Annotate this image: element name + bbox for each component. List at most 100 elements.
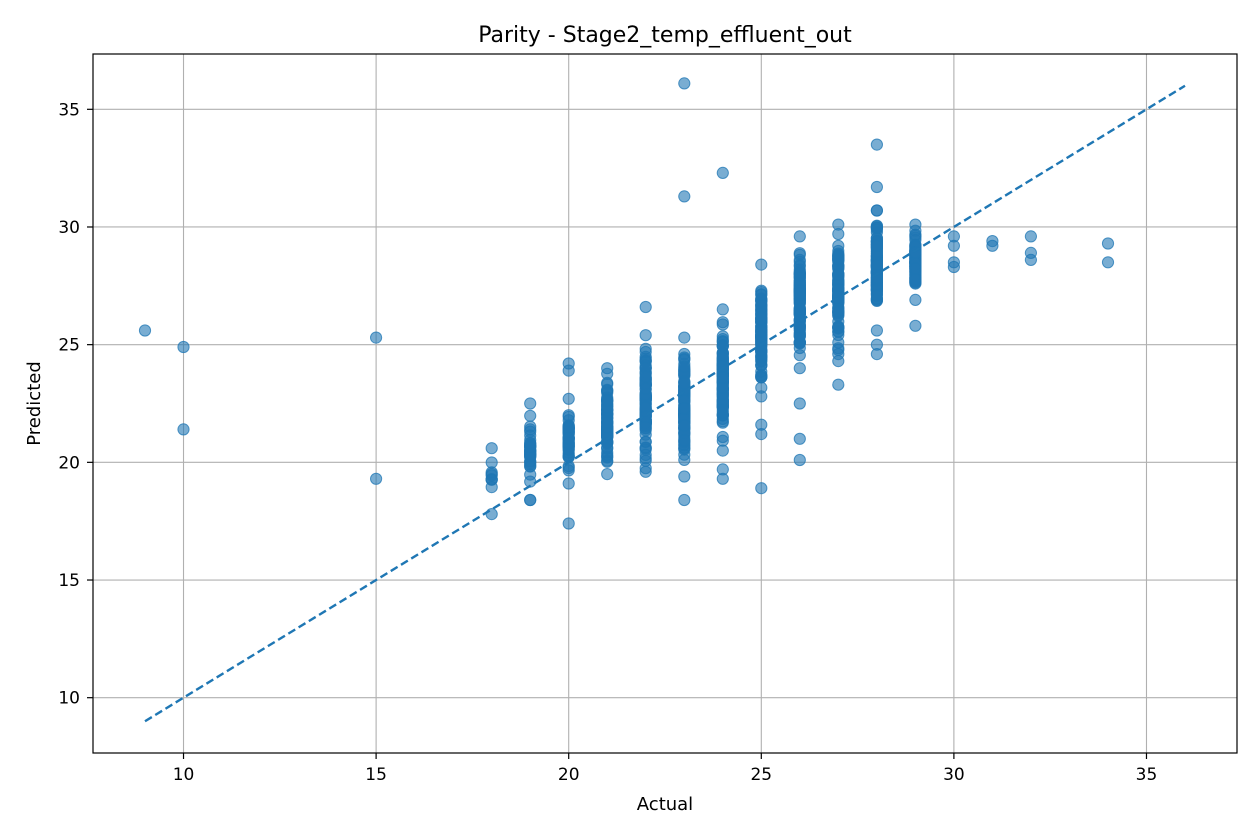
- plot-frame: [92, 53, 1238, 754]
- x-tick-label: 30: [943, 765, 965, 785]
- data-point: [716, 371, 729, 384]
- data-point: [716, 316, 729, 329]
- data-point: [678, 331, 691, 344]
- data-point: [562, 392, 575, 405]
- data-point: [755, 428, 768, 441]
- data-point: [601, 394, 614, 407]
- y-tick-label: 30: [58, 218, 80, 238]
- x-tick-label: 15: [365, 765, 387, 785]
- data-point: [524, 468, 537, 481]
- data-point: [601, 468, 614, 481]
- data-point: [755, 325, 768, 338]
- data-point: [832, 378, 845, 391]
- data-point: [177, 423, 190, 436]
- y-tick-label: 20: [58, 453, 80, 473]
- data-point: [909, 228, 922, 241]
- data-point: [1024, 253, 1038, 266]
- data-point: [870, 138, 884, 151]
- data-point: [793, 321, 806, 334]
- data-point: [832, 268, 845, 281]
- data-point: [639, 462, 652, 475]
- data-point: [909, 262, 922, 275]
- data-point: [986, 239, 999, 252]
- data-point: [832, 348, 845, 361]
- data-point: [601, 416, 614, 429]
- data-point: [870, 348, 884, 361]
- data-point: [947, 260, 961, 274]
- grid-lines: [93, 54, 1237, 753]
- data-point: [716, 381, 729, 394]
- data-point: [639, 382, 652, 395]
- x-tick-label: 10: [173, 765, 195, 785]
- data-point: [524, 397, 537, 410]
- data-point: [562, 477, 575, 490]
- data-point: [1024, 230, 1038, 243]
- data-point: [755, 371, 768, 384]
- data-point: [793, 266, 806, 279]
- data-point: [138, 324, 152, 337]
- data-point: [678, 377, 691, 390]
- reference-line-group: [144, 84, 1186, 723]
- data-point: [793, 432, 806, 445]
- data-point: [870, 324, 884, 337]
- data-point: [639, 345, 652, 359]
- data-point: [793, 453, 806, 467]
- data-point: [639, 448, 652, 461]
- data-point: [678, 77, 691, 90]
- data-point: [793, 230, 806, 243]
- data-point: [1101, 256, 1115, 269]
- data-point: [678, 470, 691, 483]
- data-point: [639, 370, 652, 383]
- data-point: [639, 329, 652, 342]
- data-point: [870, 258, 884, 271]
- data-point: [678, 453, 691, 466]
- data-point: [909, 293, 922, 306]
- data-point: [678, 402, 691, 415]
- data-point: [793, 303, 806, 316]
- data-point: [755, 358, 768, 371]
- data-point: [909, 273, 922, 286]
- data-point: [1101, 237, 1115, 250]
- data-point: [485, 473, 498, 486]
- reference-line: [144, 84, 1186, 723]
- data-point: [562, 517, 575, 530]
- data-point: [678, 493, 691, 507]
- data-point: [678, 360, 691, 373]
- x-tick-label: 20: [558, 765, 580, 785]
- x-tick-label: 25: [750, 765, 772, 785]
- data-point: [562, 422, 575, 435]
- data-point: [562, 432, 575, 445]
- data-point: [678, 434, 691, 447]
- data-point: [562, 464, 575, 477]
- data-point: [832, 328, 845, 342]
- data-point: [485, 442, 498, 455]
- data-point: [793, 362, 806, 375]
- data-point: [716, 430, 729, 444]
- data-point: [716, 406, 729, 419]
- data-point: [755, 258, 768, 271]
- data-point: [755, 482, 768, 495]
- data-point: [832, 227, 845, 241]
- data-point: [716, 166, 729, 179]
- data-point: [485, 507, 498, 521]
- y-tick-label: 15: [58, 571, 80, 591]
- data-point: [870, 204, 884, 217]
- data-point: [870, 180, 884, 194]
- data-point: [524, 409, 537, 422]
- y-tick-label: 35: [58, 100, 80, 120]
- data-point: [639, 435, 652, 448]
- data-point: [832, 305, 845, 318]
- data-point: [793, 397, 806, 410]
- data-point: [562, 409, 575, 422]
- data-point: [755, 312, 768, 325]
- data-point: [870, 221, 884, 234]
- data-point: [678, 419, 691, 432]
- data-point: [755, 344, 768, 357]
- y-tick-label: 25: [58, 336, 80, 356]
- data-point: [370, 472, 383, 485]
- data-point: [177, 340, 190, 354]
- data-point: [678, 190, 691, 203]
- data-point: [947, 239, 961, 252]
